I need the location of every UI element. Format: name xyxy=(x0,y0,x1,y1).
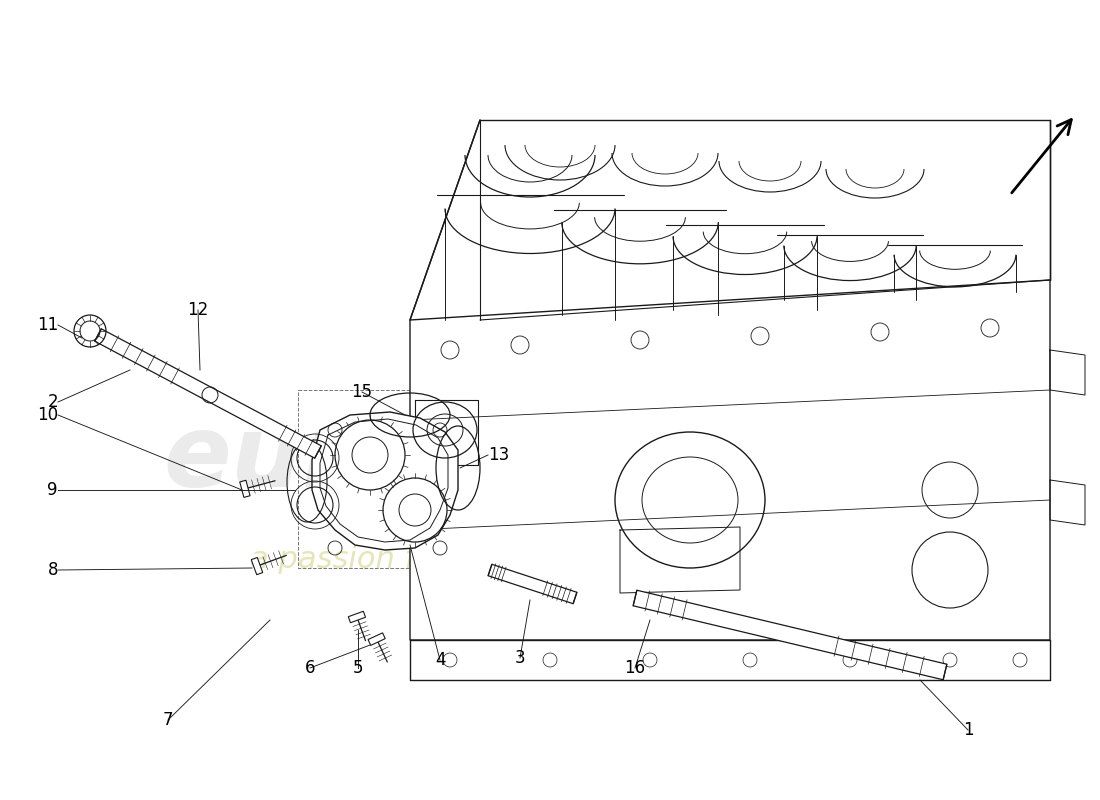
Text: 16: 16 xyxy=(625,659,646,677)
Polygon shape xyxy=(312,412,458,550)
Polygon shape xyxy=(634,590,947,680)
Text: 13: 13 xyxy=(488,446,509,464)
Text: 4: 4 xyxy=(434,651,446,669)
Text: 10: 10 xyxy=(37,406,58,424)
Polygon shape xyxy=(95,329,321,458)
Text: 12: 12 xyxy=(187,301,209,319)
Polygon shape xyxy=(240,480,250,498)
Polygon shape xyxy=(488,564,576,604)
Text: 1: 1 xyxy=(962,721,974,739)
Polygon shape xyxy=(410,280,1050,640)
Text: 8: 8 xyxy=(47,561,58,579)
Text: 9: 9 xyxy=(47,481,58,499)
Text: 11: 11 xyxy=(36,316,58,334)
Text: a passion for parts since 1985: a passion for parts since 1985 xyxy=(250,546,711,574)
Polygon shape xyxy=(368,633,385,646)
Text: 15: 15 xyxy=(351,383,373,401)
Text: 7: 7 xyxy=(163,711,174,729)
Polygon shape xyxy=(349,611,365,622)
Text: 3: 3 xyxy=(515,649,526,667)
Polygon shape xyxy=(251,558,263,574)
Text: eurospares: eurospares xyxy=(164,411,796,509)
Text: 6: 6 xyxy=(305,659,316,677)
Text: 5: 5 xyxy=(353,659,363,677)
Text: 2: 2 xyxy=(47,393,58,411)
